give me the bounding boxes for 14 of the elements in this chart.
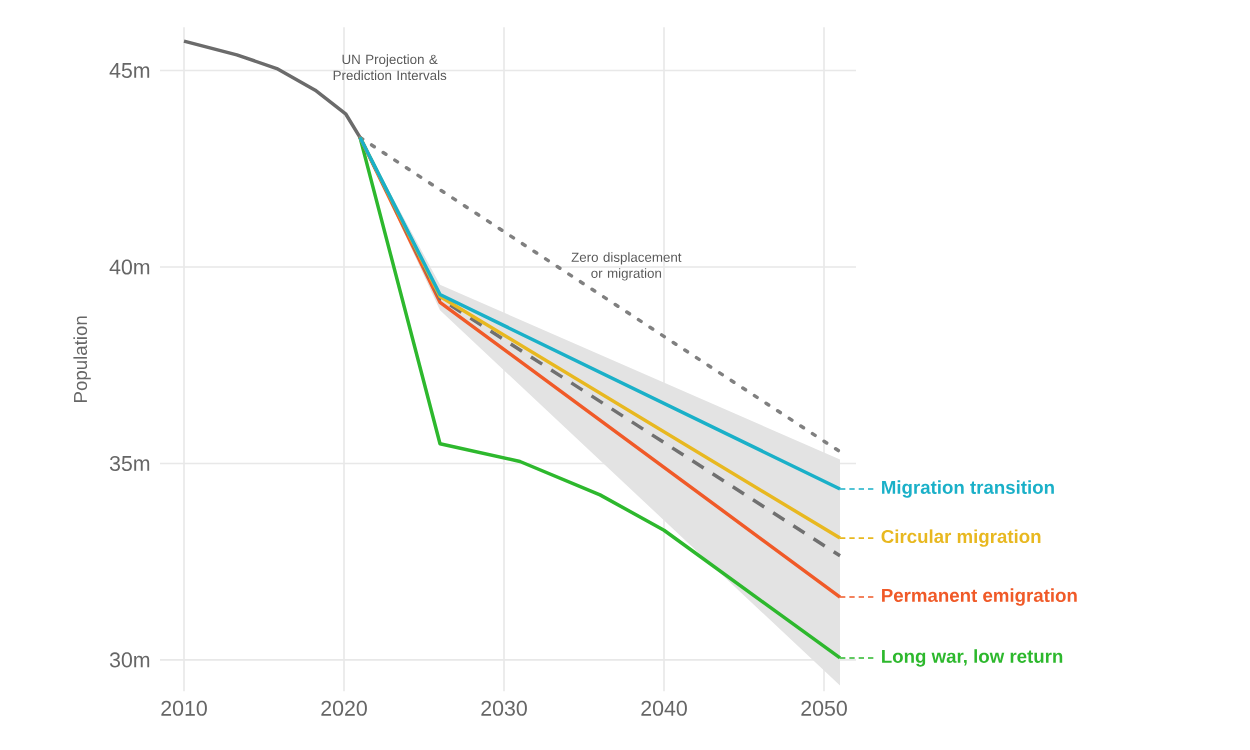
y-tick-label: 30m — [109, 652, 150, 668]
legend-label: Migration transition — [882, 480, 1054, 498]
x-tick-label: 2010 — [161, 700, 207, 716]
y-tick-label: 35m — [109, 455, 150, 471]
x-tick-label: 2030 — [481, 700, 527, 716]
y-tick-label: 45m — [109, 63, 150, 78]
x-tick-label: 2040 — [641, 700, 687, 716]
legend-label: Permanent emigration — [882, 588, 1077, 606]
x-tick-label: 2050 — [801, 700, 847, 716]
x-tick-label: 2020 — [321, 700, 367, 716]
y-tick-label: 40m — [109, 259, 150, 275]
y-axis-title: Population — [73, 316, 91, 402]
legend-label: Circular migration — [881, 529, 1041, 547]
legend-label: Long war, low return — [882, 649, 1063, 667]
